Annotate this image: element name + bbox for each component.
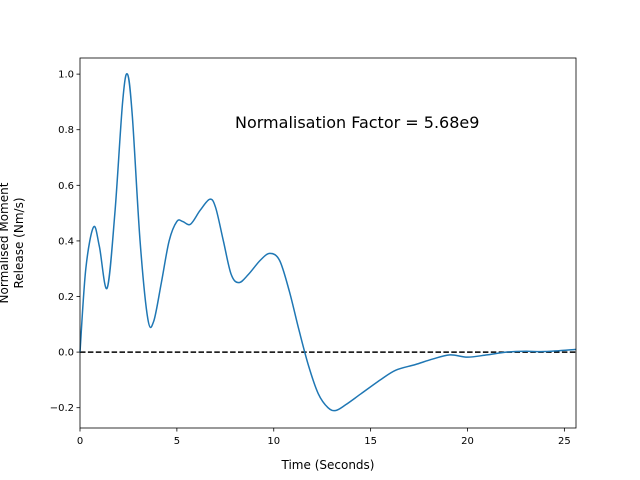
x-axis-label: Time (Seconds): [281, 458, 375, 472]
plot-frame: [79, 57, 577, 429]
data-line: [79, 72, 577, 412]
x-tick-label: 0: [77, 436, 83, 447]
x-tick-label: 25: [558, 436, 571, 447]
y-tick-label: 0.2: [58, 292, 74, 303]
y-tick-label: 0.0: [58, 348, 74, 359]
x-tick-label: 10: [267, 436, 280, 447]
y-tick-label: 1.0: [58, 70, 74, 81]
y-tick-label: 0.4: [58, 236, 74, 247]
x-tick-label: 5: [174, 436, 180, 447]
y-axis-label: Release (Nm/s): [12, 197, 26, 288]
x-tick-label: 20: [461, 436, 474, 447]
x-tick-label: 15: [364, 436, 377, 447]
y-tick-label: −0.2: [50, 403, 74, 414]
y-tick-label: 0.8: [58, 125, 74, 136]
annotation: Normalisation Factor = 5.68e9: [235, 113, 479, 132]
y-axis-label: Normalised Moment: [0, 182, 11, 303]
y-tick-label: 0.6: [58, 181, 74, 192]
